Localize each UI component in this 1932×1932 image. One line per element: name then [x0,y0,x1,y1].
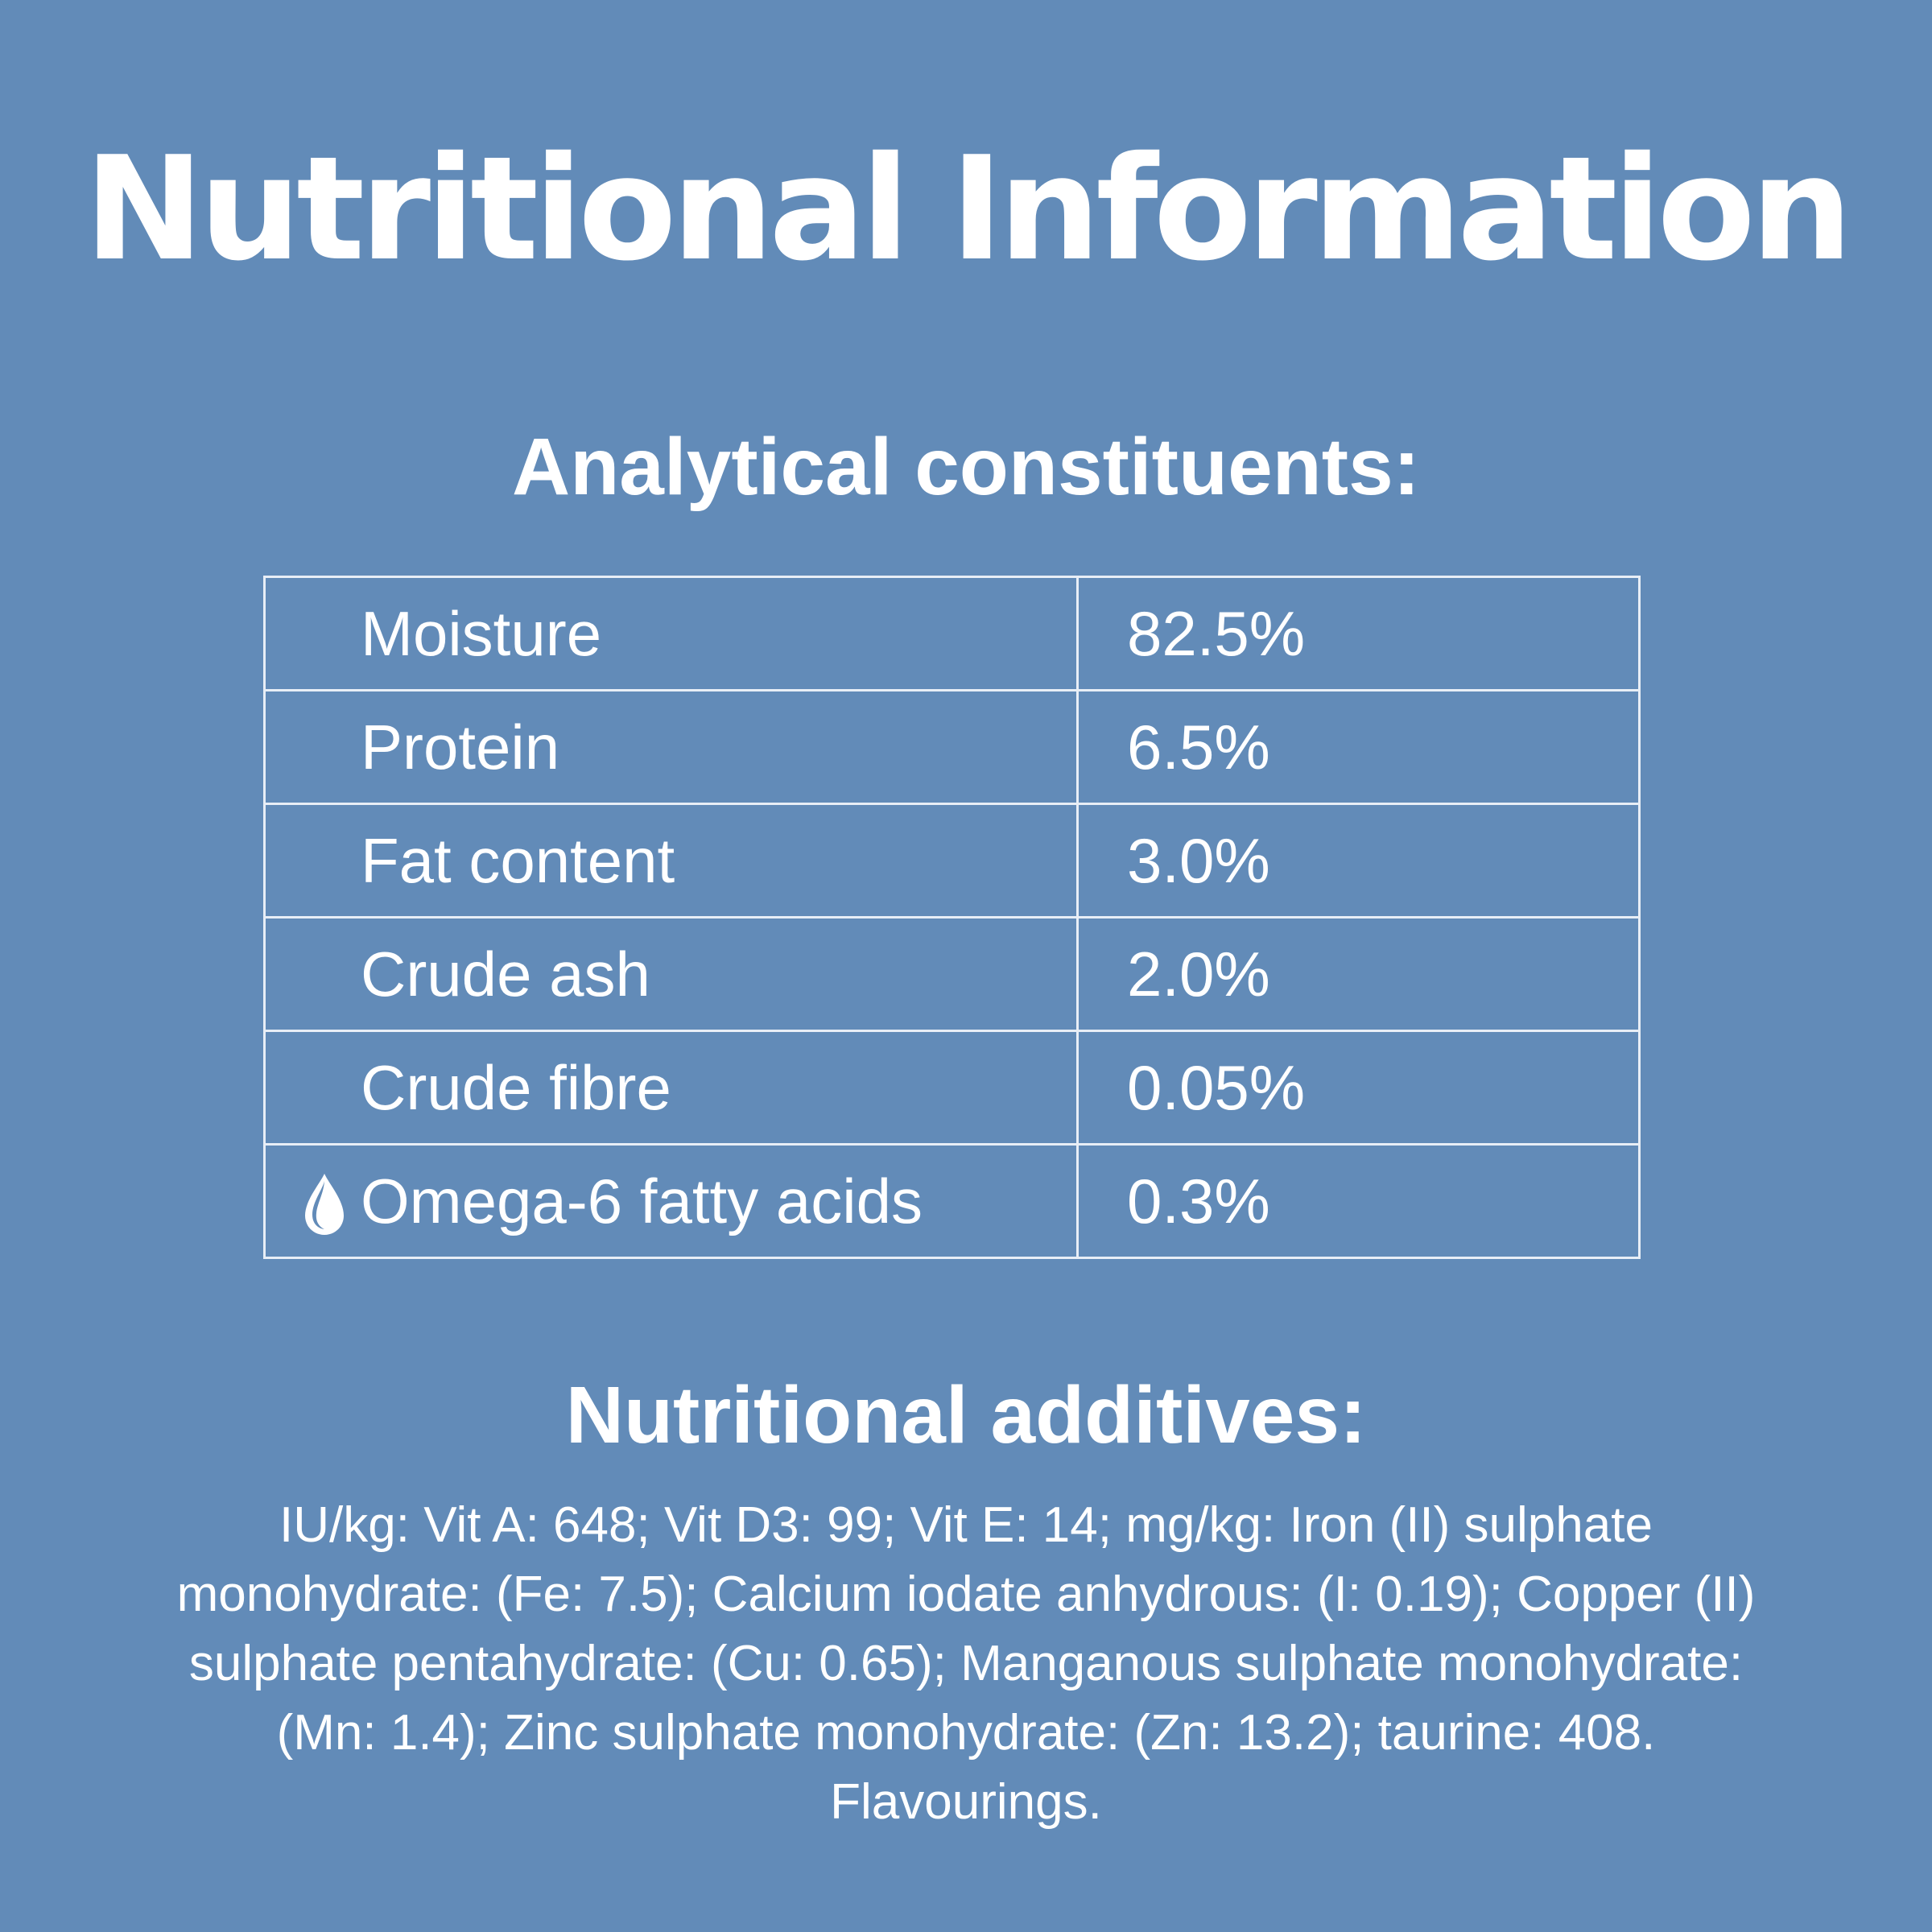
table-row: Fat content 3.0% [263,803,1641,919]
table-row: Crude fibre 0.05% [263,1030,1641,1146]
table-row: Moisture 82.5% [263,576,1641,691]
constituent-name: Omega-6 fatty acids [361,1166,923,1236]
table-row: Omega-6 fatty acids 0.3% [263,1143,1641,1259]
nutritional-additives-heading: Nutritional additives: [565,1370,1367,1460]
constituent-value: 82.5% [1076,576,1641,691]
constituent-name-cell: Omega-6 fatty acids [263,1143,1079,1259]
table-row: Crude ash 2.0% [263,916,1641,1032]
constituent-value: 0.3% [1076,1143,1641,1259]
table-row: Protein 6.5% [263,689,1641,805]
nutritional-additives-text: IU/kg: Vit A: 648; Vit D3: 99; Vit E: 14… [176,1497,1756,1830]
analytical-constituents-table: Moisture 82.5% Protein 6.5% Fat content … [263,576,1641,1259]
page-title: Nutritional Information [84,126,1853,292]
water-drop-icon [305,1174,344,1235]
constituent-name: Crude fibre [263,1030,1079,1146]
constituent-value: 0.05% [1076,1030,1641,1146]
constituent-name: Moisture [263,576,1079,691]
constituent-value: 6.5% [1076,689,1641,805]
constituent-name: Crude ash [263,916,1079,1032]
constituent-value: 2.0% [1076,916,1641,1032]
constituent-value: 3.0% [1076,803,1641,919]
constituent-name: Protein [263,689,1079,805]
analytical-constituents-heading: Analytical constituents: [512,422,1420,512]
constituent-name: Fat content [263,803,1079,919]
